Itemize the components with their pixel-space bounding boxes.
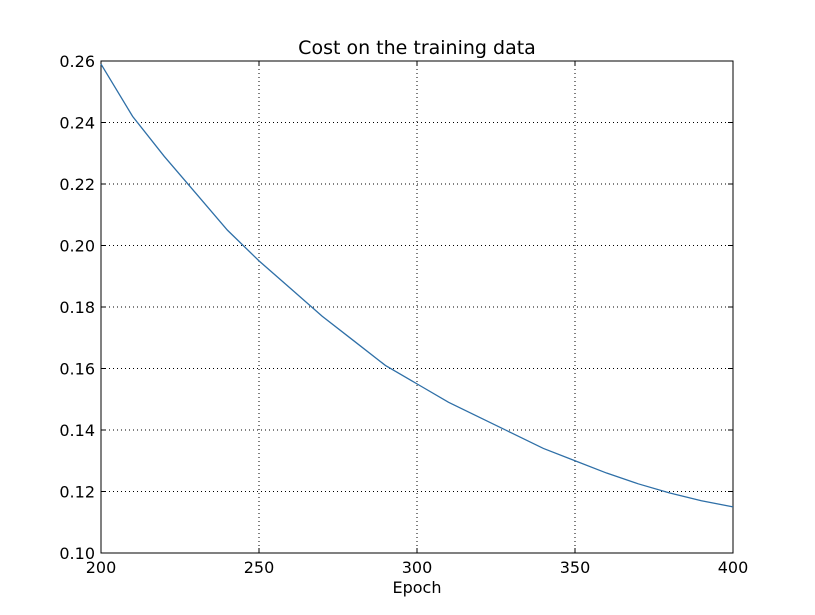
y-tick-label: 0.16	[59, 360, 95, 379]
x-axis-label: Epoch	[393, 578, 442, 597]
x-tick-label: 250	[244, 558, 275, 577]
x-tick-label: 300	[402, 558, 433, 577]
plot-frame	[100, 60, 734, 554]
y-tick-label: 0.12	[59, 483, 95, 502]
y-tick-label: 0.10	[59, 544, 95, 563]
y-tick-label: 0.26	[59, 52, 95, 71]
y-tick-label: 0.24	[59, 114, 95, 133]
y-tick-label: 0.14	[59, 421, 95, 440]
y-tick-label: 0.20	[59, 237, 95, 256]
chart-title: Cost on the training data	[298, 37, 536, 59]
x-tick-label: 400	[718, 558, 749, 577]
x-tick-label: 200	[86, 558, 117, 577]
y-tick-label: 0.18	[59, 298, 95, 317]
data-line	[100, 63, 734, 508]
x-tick-label: 350	[560, 558, 591, 577]
y-tick-label: 0.22	[59, 175, 95, 194]
